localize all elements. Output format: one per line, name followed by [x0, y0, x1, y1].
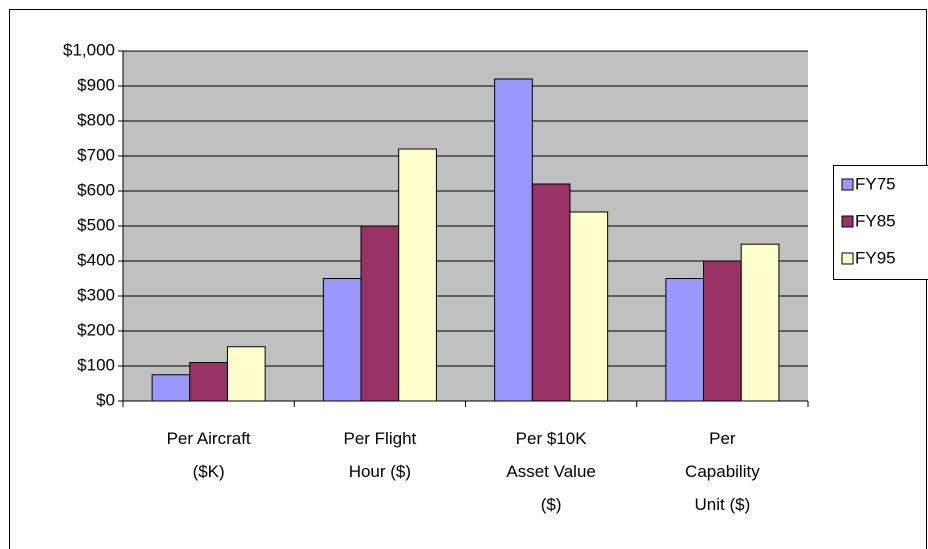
bar	[398, 148, 437, 402]
legend-label: FY75	[855, 174, 896, 193]
y-tick-label: $200	[77, 320, 115, 339]
x-tick-label: Per Aircraft ($K)	[166, 429, 251, 481]
bar	[740, 243, 780, 402]
bar	[703, 260, 742, 402]
bar	[189, 362, 228, 402]
legend-swatch	[841, 215, 854, 228]
y-tick-label: $500	[77, 215, 115, 234]
y-tick-label: $300	[77, 285, 115, 304]
bar	[531, 183, 571, 402]
bar	[226, 346, 266, 402]
y-tick-label: $100	[77, 355, 115, 374]
y-tick-label: $0	[96, 390, 115, 409]
bar	[494, 78, 533, 402]
legend-swatch	[841, 178, 854, 191]
x-tick-label: Per Capability Unit ($)	[685, 429, 760, 514]
y-tick-label: $1,000	[63, 40, 115, 59]
y-tick-label: $400	[77, 250, 115, 269]
bar	[569, 211, 609, 402]
y-tick-label: $800	[77, 110, 115, 129]
legend-label: FY95	[855, 248, 896, 267]
bar	[665, 278, 705, 402]
x-tick-label: Per Flight Hour ($)	[343, 429, 417, 481]
bar	[322, 278, 362, 402]
legend-label: FY85	[855, 211, 896, 230]
y-tick-label: $600	[77, 180, 115, 199]
bar	[360, 225, 400, 402]
x-tick-label: Per $10K Asset Value ($)	[506, 429, 596, 514]
bar	[151, 374, 191, 402]
y-tick-label: $700	[77, 145, 115, 164]
legend-swatch	[841, 252, 854, 265]
y-tick-label: $900	[77, 75, 115, 94]
